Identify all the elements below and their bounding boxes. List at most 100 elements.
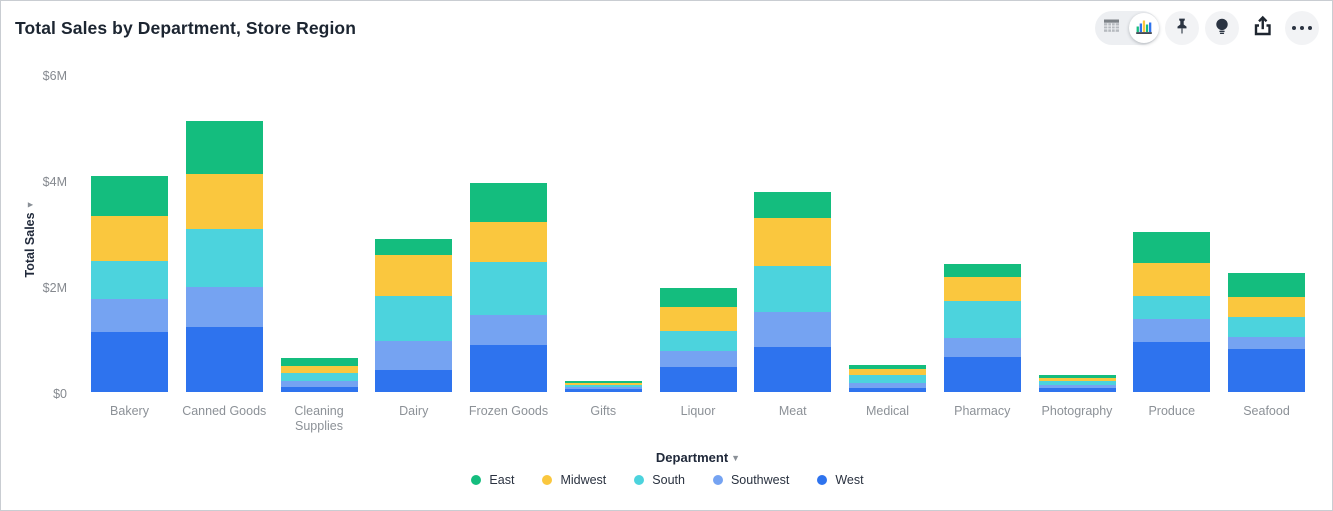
bar-segment-west[interactable] (91, 332, 168, 392)
bar-segment-west[interactable] (185, 326, 263, 392)
bar-frozen-goods[interactable] (470, 182, 547, 392)
x-axis-title[interactable]: Department ▼ (655, 450, 741, 465)
bar-segment-southwest[interactable] (375, 340, 453, 370)
x-tick-label: Bakery (110, 404, 149, 418)
bar-segment-east[interactable] (943, 263, 1021, 277)
pin-button[interactable] (1165, 11, 1199, 45)
bar-segment-midwest[interactable] (754, 217, 832, 266)
bar-segment-midwest[interactable] (1228, 296, 1305, 317)
bar-segment-south[interactable] (280, 373, 358, 381)
bar-segment-southwest[interactable] (849, 383, 926, 388)
toolbar (1095, 11, 1319, 45)
bar-segment-south[interactable] (564, 385, 642, 388)
bar-segment-southwest[interactable] (1228, 336, 1305, 350)
bar-segment-east[interactable] (91, 175, 168, 217)
legend-item-southwest[interactable]: Southwest (712, 473, 789, 487)
bar-segment-midwest[interactable] (375, 254, 453, 296)
legend-label: Midwest (560, 473, 607, 487)
bar-segment-east[interactable] (375, 239, 453, 255)
bar-canned-goods[interactable] (185, 121, 263, 392)
bar-segment-south[interactable] (185, 229, 263, 288)
more-options-button[interactable] (1285, 11, 1319, 45)
legend-item-west[interactable]: West (817, 473, 864, 487)
bar-produce[interactable] (1133, 231, 1211, 392)
bar-segment-east[interactable] (564, 380, 642, 384)
bar-segment-west[interactable] (754, 347, 832, 392)
bar-segment-east[interactable] (1228, 272, 1305, 297)
bar-segment-west[interactable] (1228, 349, 1305, 392)
x-tick-label: Seafood (1243, 404, 1290, 418)
bar-segment-south[interactable] (1133, 295, 1211, 320)
bar-segment-west[interactable] (1133, 342, 1211, 392)
bar-segment-midwest[interactable] (849, 368, 926, 376)
bar-segment-south[interactable] (1228, 316, 1305, 337)
bar-segment-southwest[interactable] (280, 380, 358, 388)
y-axis-title[interactable]: Total Sales▼ (23, 200, 37, 278)
bar-segment-southwest[interactable] (564, 387, 642, 390)
bar-gifts[interactable] (564, 380, 642, 392)
bar-bakery[interactable] (91, 175, 168, 392)
bar-segment-midwest[interactable] (943, 276, 1021, 301)
bar-photography[interactable] (1038, 375, 1116, 392)
bar-segment-midwest[interactable] (470, 221, 547, 262)
bar-liquor[interactable] (659, 288, 737, 392)
bar-segment-south[interactable] (375, 295, 453, 341)
legend-item-midwest[interactable]: Midwest (542, 473, 606, 487)
bar-segment-south[interactable] (754, 265, 832, 312)
bar-segment-east[interactable] (754, 191, 832, 218)
lightbulb-icon (1212, 16, 1232, 41)
bar-segment-west[interactable] (280, 387, 358, 392)
bar-segment-southwest[interactable] (470, 314, 547, 345)
share-button[interactable] (1245, 11, 1279, 45)
bar-pharmacy[interactable] (943, 263, 1021, 392)
bar-segment-west[interactable] (1038, 388, 1116, 392)
bar-segment-west[interactable] (849, 387, 926, 392)
bar-segment-west[interactable] (943, 357, 1021, 392)
bar-meat[interactable] (754, 191, 832, 392)
bar-segment-east[interactable] (1133, 231, 1211, 263)
bar-cleaning-supplies[interactable] (280, 357, 358, 392)
bar-dairy[interactable] (375, 239, 453, 392)
bar-segment-southwest[interactable] (185, 287, 263, 327)
bar-segment-midwest[interactable] (564, 383, 642, 386)
bar-segment-southwest[interactable] (91, 299, 168, 333)
bar-segment-south[interactable] (470, 261, 547, 315)
bar-segment-west[interactable] (470, 344, 547, 392)
bar-segment-east[interactable] (470, 182, 547, 222)
bar-segment-midwest[interactable] (1038, 377, 1116, 381)
bar-segment-south[interactable] (943, 300, 1021, 338)
bar-segment-southwest[interactable] (1133, 319, 1211, 343)
bar-segment-east[interactable] (185, 121, 263, 175)
bar-segment-east[interactable] (659, 288, 737, 308)
insights-button[interactable] (1205, 11, 1239, 45)
bar-segment-south[interactable] (1038, 380, 1116, 386)
bar-segment-southwest[interactable] (754, 312, 832, 347)
bar-seafood[interactable] (1228, 272, 1305, 392)
bar-medical[interactable] (849, 365, 926, 392)
table-view-button[interactable] (1095, 11, 1127, 45)
bar-segment-south[interactable] (659, 331, 737, 352)
chart-view-button[interactable] (1127, 11, 1159, 45)
bar-segment-midwest[interactable] (91, 216, 168, 262)
bar-segment-south[interactable] (849, 375, 926, 384)
y-tick-label: $4M (42, 175, 67, 189)
x-tick-label: Dairy (399, 404, 429, 418)
bar-segment-south[interactable] (91, 261, 168, 300)
legend-item-south[interactable]: South (634, 473, 685, 487)
bar-segment-midwest[interactable] (280, 366, 358, 374)
bar-segment-midwest[interactable] (1133, 262, 1211, 296)
bar-segment-west[interactable] (375, 369, 453, 392)
x-tick-label: Photography (1041, 404, 1113, 418)
bar-segment-midwest[interactable] (185, 174, 263, 230)
bar-segment-west[interactable] (659, 367, 737, 392)
bar-segment-east[interactable] (280, 357, 358, 367)
legend-item-east[interactable]: East (471, 473, 514, 487)
bar-segment-west[interactable] (564, 389, 642, 392)
bar-segment-east[interactable] (849, 365, 926, 369)
bar-segment-southwest[interactable] (943, 337, 1021, 357)
bar-segment-southwest[interactable] (1038, 385, 1116, 389)
bar-segment-southwest[interactable] (659, 351, 737, 368)
bar-segment-midwest[interactable] (659, 307, 737, 332)
bar-segment-east[interactable] (1038, 375, 1116, 378)
